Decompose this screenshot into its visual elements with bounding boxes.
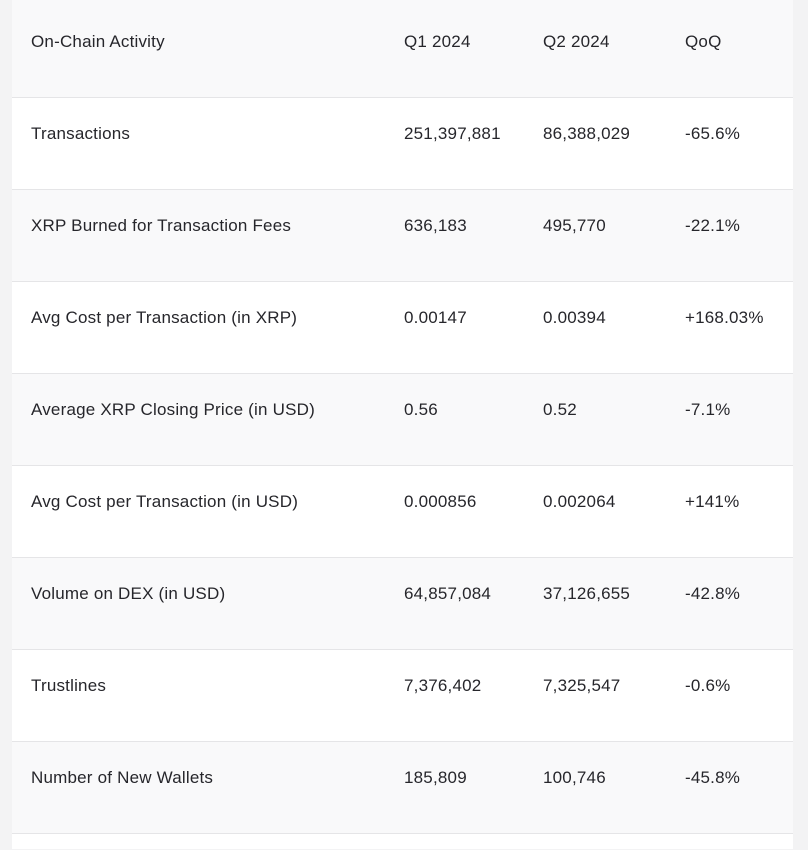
qoq-value: -65.6% [685,124,741,143]
column-header-q2-2024: Q2 2024 [543,32,610,51]
metric-label: Trustlines [31,676,107,695]
table-header-row: On-Chain Activity Q1 2024 Q2 2024 QoQ [12,0,793,98]
q1-value: 0.000856 [404,492,477,511]
column-header-q1-2024: Q1 2024 [404,32,471,51]
q2-value: 37,126,655 [543,584,631,603]
table-row: Avg Cost per Transaction (in XRP) 0.0014… [12,282,793,374]
qoq-value: -45.8% [685,768,741,787]
table-bottom-partial-row [12,834,793,849]
qoq-value: -42.8% [685,584,741,603]
q2-value: 7,325,547 [543,676,621,695]
q2-value: 100,746 [543,768,606,787]
metric-label: XRP Burned for Transaction Fees [31,216,292,235]
q1-value: 636,183 [404,216,467,235]
qoq-value: +141% [685,492,740,511]
q2-value: 0.002064 [543,492,616,511]
metric-label: Volume on DEX (in USD) [31,584,226,603]
table-row: Average XRP Closing Price (in USD) 0.56 … [12,374,793,466]
q1-value: 0.56 [404,400,438,419]
qoq-value: -0.6% [685,676,731,695]
table-row: Avg Cost per Transaction (in USD) 0.0008… [12,466,793,558]
q1-value: 64,857,084 [404,584,492,603]
metric-label: Average XRP Closing Price (in USD) [31,400,315,419]
metric-label: Avg Cost per Transaction (in USD) [31,492,299,511]
q2-value: 0.52 [543,400,577,419]
column-header-metric: On-Chain Activity [31,32,165,51]
table-body: Transactions 251,397,881 86,388,029 -65.… [12,98,793,834]
metric-label: Avg Cost per Transaction (in XRP) [31,308,298,327]
on-chain-activity-table: On-Chain Activity Q1 2024 Q2 2024 QoQ Tr… [12,0,793,849]
qoq-value: -22.1% [685,216,741,235]
table-row: Number of New Wallets 185,809 100,746 -4… [12,742,793,834]
metric-label: Number of New Wallets [31,768,214,787]
qoq-value: +168.03% [685,308,764,327]
table-row: Transactions 251,397,881 86,388,029 -65.… [12,98,793,190]
q1-value: 0.00147 [404,308,467,327]
q2-value: 86,388,029 [543,124,631,143]
q2-value: 495,770 [543,216,606,235]
q1-value: 7,376,402 [404,676,482,695]
metric-label: Transactions [31,124,131,143]
q1-value: 251,397,881 [404,124,501,143]
column-header-qoq: QoQ [685,32,722,51]
qoq-value: -7.1% [685,400,731,419]
table-row: XRP Burned for Transaction Fees 636,183 … [12,190,793,282]
q1-value: 185,809 [404,768,467,787]
q2-value: 0.00394 [543,308,606,327]
table-row: Trustlines 7,376,402 7,325,547 -0.6% [12,650,793,742]
table-row: Volume on DEX (in USD) 64,857,084 37,126… [12,558,793,650]
